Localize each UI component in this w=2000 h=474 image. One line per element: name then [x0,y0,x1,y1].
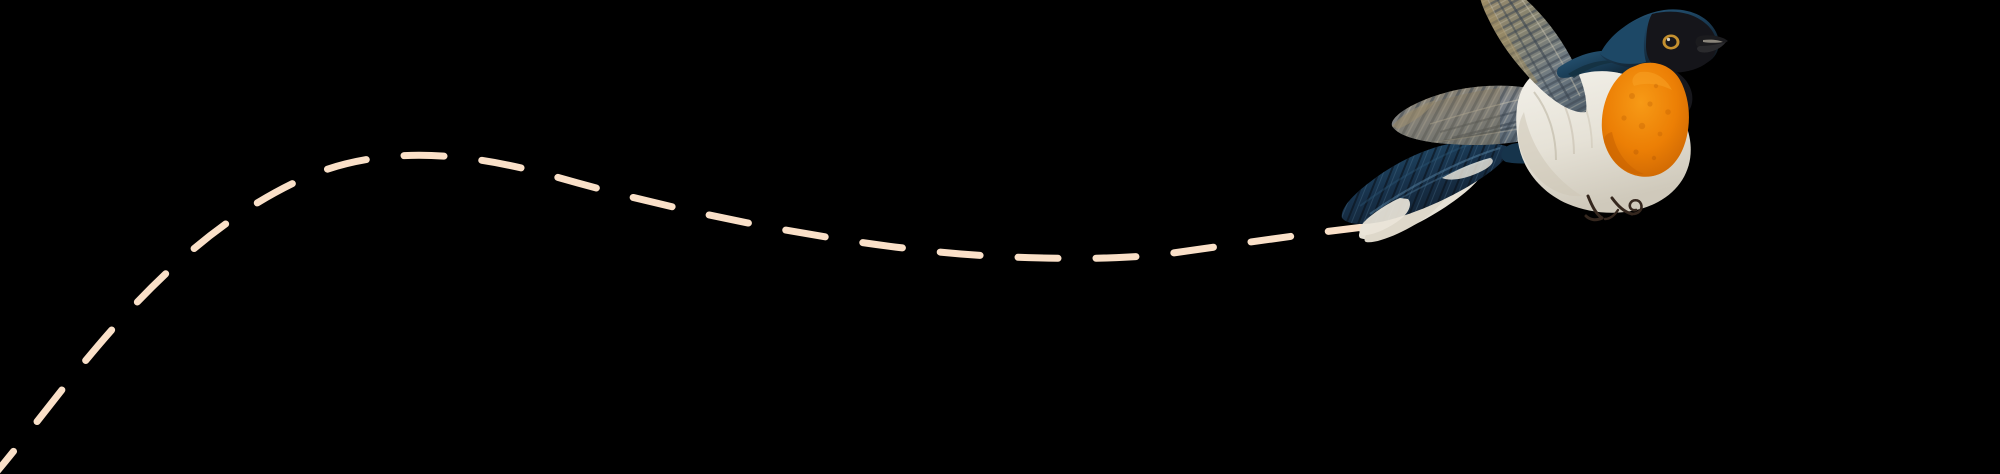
bird-illustration [1341,0,1728,243]
foot-left-toe [1584,214,1604,222]
feet [1584,194,1643,222]
dashed-flight-path [0,151,1376,474]
nape-blue [1600,16,1650,64]
eye-pupil [1665,37,1677,47]
beak-lower [1697,42,1726,53]
flank-feather-1 [1533,91,1557,161]
throat-deep-shade [1604,132,1644,175]
tail-white-edge [1442,158,1493,180]
beak [1695,35,1728,53]
foot-right-curl [1628,198,1643,216]
lower-wing-tip [1392,100,1436,129]
belly-shadow [1518,112,1582,197]
orange-throat [1601,62,1689,177]
face-mask [1646,11,1717,73]
eye [1662,34,1680,50]
foot-left [1586,194,1604,220]
foot-right [1610,196,1634,216]
throat-shape [1601,62,1689,177]
throat-highlight [1632,71,1672,90]
tail-white-tip [1359,198,1410,236]
tail-feather-texture [1341,141,1509,224]
beak-highlight [1703,39,1723,43]
throat-stipple [1621,83,1671,161]
foot-right-toe [1603,208,1620,221]
eye-highlight [1666,37,1671,42]
